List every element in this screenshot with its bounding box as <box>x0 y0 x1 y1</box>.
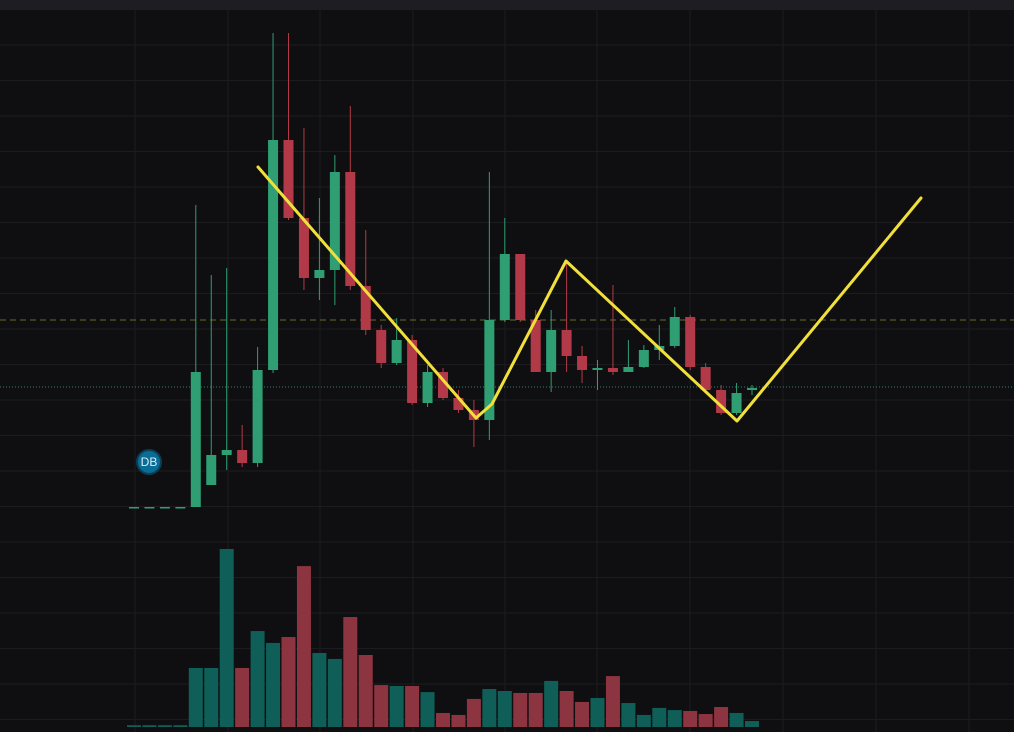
volume-bar <box>405 685 420 727</box>
volume-bar <box>127 725 141 727</box>
volume-bar <box>683 710 698 727</box>
candle-body <box>561 330 572 356</box>
candle-body <box>422 372 433 403</box>
candle-body <box>700 367 711 390</box>
candle-body <box>716 390 727 413</box>
volume-bar <box>281 637 296 727</box>
volume-bar <box>621 703 636 727</box>
volume-bar <box>312 653 327 727</box>
volume-bar <box>528 692 543 727</box>
volume-bar <box>327 658 342 727</box>
volume-bar <box>173 725 188 727</box>
volume-bar <box>250 631 265 727</box>
volume-bar <box>636 714 651 727</box>
candle-body <box>484 320 495 420</box>
volume-bar <box>714 707 729 727</box>
candle-body <box>129 507 139 509</box>
volume-bar <box>667 710 682 727</box>
candle-body <box>407 340 418 403</box>
candle-body <box>268 140 279 370</box>
candle-body <box>592 368 603 370</box>
candle-body <box>345 172 356 286</box>
volume-bar <box>374 685 389 727</box>
candle-body <box>623 367 634 372</box>
candle-body <box>314 270 325 278</box>
candle-body <box>252 370 263 463</box>
drawn-trendline <box>256 165 923 423</box>
volume-bar <box>219 548 234 727</box>
volume-bar <box>466 698 481 727</box>
annotation-badge <box>136 449 162 475</box>
volume-bar <box>204 667 219 727</box>
candle-body <box>607 368 618 372</box>
candle-body <box>515 254 526 320</box>
candle-body <box>237 450 248 463</box>
candle-body <box>144 507 155 509</box>
candle-body <box>206 455 217 485</box>
candle-body <box>159 507 170 509</box>
candle-body <box>190 372 201 507</box>
candle-body <box>530 320 541 372</box>
candle-body <box>360 286 371 330</box>
volume-bar <box>389 685 404 727</box>
volume-bar <box>436 712 450 727</box>
volume-bar <box>296 566 311 727</box>
candle-body <box>685 317 696 367</box>
volume-bar <box>729 712 744 727</box>
candle-body <box>546 330 557 372</box>
candle-body <box>669 317 680 346</box>
candle-body <box>221 450 232 455</box>
volume-bar <box>235 667 250 727</box>
volume-bar <box>544 680 559 727</box>
candle-body <box>638 350 649 367</box>
candle-body <box>747 388 757 390</box>
volume-bar <box>745 721 759 727</box>
candle-body <box>283 140 294 218</box>
volume-bar <box>497 691 512 727</box>
candle-body <box>731 393 742 413</box>
volume-bar <box>652 707 667 727</box>
volume-bar <box>575 701 590 727</box>
volume-bar <box>142 725 157 727</box>
candle-body <box>453 398 464 410</box>
top-bar <box>0 0 1014 10</box>
volume-bar <box>420 692 435 727</box>
volume-bar <box>188 667 203 727</box>
candle-body <box>329 172 340 270</box>
candle-body <box>391 340 402 363</box>
candle-body <box>175 507 186 509</box>
candle-body <box>376 330 387 363</box>
candle-body <box>577 356 588 370</box>
volume-bar <box>559 691 574 727</box>
candle-body <box>438 372 448 398</box>
plot <box>0 33 1014 727</box>
candle-body <box>298 218 309 278</box>
volume-bar <box>513 692 528 727</box>
candle-body <box>499 254 510 320</box>
volume-bar <box>590 698 605 727</box>
volume-bar <box>451 714 466 727</box>
volume-bar <box>343 617 358 727</box>
volume-bar <box>157 725 172 727</box>
annotation-label: DB <box>141 455 158 469</box>
volume-bar <box>482 689 497 727</box>
volume-bar <box>698 714 713 727</box>
volume-bar <box>266 642 281 727</box>
volume-bar <box>358 655 373 727</box>
volume-bar <box>605 676 620 727</box>
